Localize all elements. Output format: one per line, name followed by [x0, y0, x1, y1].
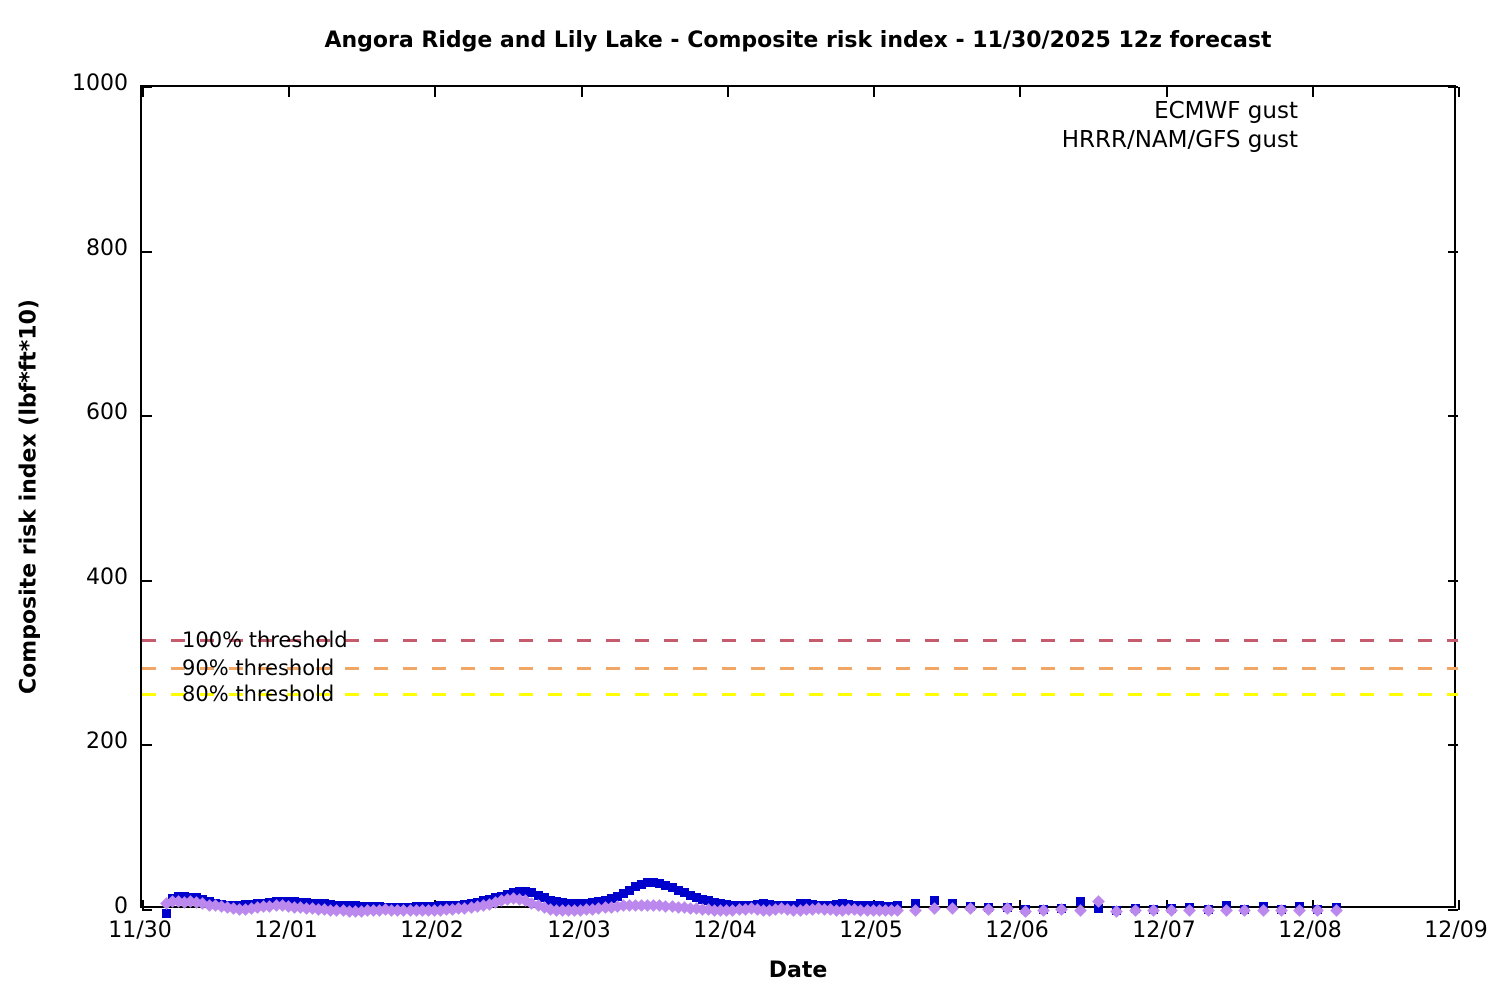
y-tick-label: 200: [86, 729, 128, 754]
y-tick-label: 800: [86, 236, 128, 261]
threshold-label: 90% threshold: [182, 656, 335, 681]
tick-mark: [434, 87, 436, 97]
data-point-ecmwf: [557, 898, 567, 908]
data-point-ecmwf: [673, 885, 683, 895]
data-point-ecmwf: [539, 893, 549, 903]
data-point-ecmwf: [161, 908, 171, 918]
data-point-ecmwf: [637, 879, 647, 889]
data-point-ecmwf: [710, 898, 720, 908]
data-point-ecmwf: [929, 895, 939, 905]
data-point-ecmwf: [911, 898, 921, 908]
y-tick-label: 400: [86, 565, 128, 590]
tick-mark: [142, 909, 152, 911]
tick-mark: [1166, 900, 1168, 910]
x-tick-label: 12/06: [985, 918, 1049, 943]
data-point-ecmwf: [1075, 897, 1085, 907]
data-point-ecmwf: [716, 898, 726, 908]
x-tick-label: 12/01: [254, 918, 318, 943]
tick-mark: [1019, 900, 1021, 910]
data-point-ecmwf: [576, 898, 586, 908]
legend-label-ecmwf: ECMWF gust: [1154, 98, 1298, 124]
data-point-ecmwf: [594, 897, 604, 907]
data-point-ecmwf: [661, 880, 671, 890]
x-tick-label: 12/09: [1424, 918, 1488, 943]
data-point-ecmwf: [649, 878, 659, 888]
threshold-label: 80% threshold: [182, 682, 335, 707]
data-point-ecmwf: [631, 882, 640, 892]
tick-mark: [1448, 580, 1458, 582]
data-point-ecmwf: [570, 898, 580, 908]
data-point-ecmwf: [691, 893, 701, 903]
data-point-ecmwf: [588, 898, 598, 908]
data-point-ecmwf: [515, 887, 525, 897]
data-point-ecmwf: [838, 898, 848, 908]
tick-mark: [1448, 86, 1458, 88]
tick-mark: [1019, 87, 1021, 97]
data-point-ecmwf: [655, 879, 665, 889]
data-point-ecmwf: [533, 890, 543, 900]
legend-entry-ecmwf: ECMWF gust: [142, 98, 1458, 128]
tick-mark: [1448, 744, 1458, 746]
data-point-ecmwf: [606, 893, 616, 903]
tick-mark: [142, 251, 152, 253]
data-point-ecmwf: [521, 887, 531, 897]
threshold-line-100pct: [142, 638, 1458, 642]
tick-mark: [142, 580, 152, 582]
tick-mark: [142, 744, 152, 746]
data-point-ecmwf: [600, 895, 610, 905]
tick-mark: [142, 415, 152, 417]
plot-area: 100% threshold 90% threshold 80% threshold…: [140, 85, 1460, 919]
x-tick-label: 12/08: [1278, 918, 1342, 943]
data-point-ecmwf: [618, 889, 628, 899]
tick-mark: [727, 87, 729, 97]
threshold-line-90pct: [142, 666, 1458, 670]
data-point-ecmwf: [667, 883, 677, 893]
x-tick-label: 12/05: [839, 918, 903, 943]
data-point-ecmwf: [795, 898, 805, 908]
tick-mark: [1312, 87, 1314, 97]
data-point-ecmwf: [643, 878, 653, 888]
y-axis-title: Composite risk index (lbf*ft*10): [16, 299, 42, 694]
tick-mark: [1448, 251, 1458, 253]
x-axis-title: Date: [768, 958, 828, 983]
data-point-ecmwf: [679, 888, 689, 898]
legend-entry-hrrr: HRRR/NAM/GFS gust: [142, 127, 1458, 157]
tick-mark: [581, 87, 583, 97]
y-tick-label: 600: [86, 400, 128, 425]
tick-mark: [288, 87, 290, 97]
tick-mark: [1448, 415, 1458, 417]
chart-title: Angora Ridge and Lily Lake - Composite r…: [324, 28, 1272, 53]
tick-mark: [142, 900, 144, 910]
x-tick-label: 12/03: [547, 918, 611, 943]
y-tick-label: 0: [114, 894, 128, 919]
data-point-ecmwf: [545, 895, 555, 905]
tick-mark: [1458, 87, 1460, 97]
data-point-ecmwf: [704, 896, 714, 906]
threshold-line-80pct: [142, 692, 1458, 696]
data-point-ecmwf: [563, 898, 573, 908]
y-tick-label: 1000: [72, 71, 128, 96]
x-tick-label: 12/07: [1132, 918, 1196, 943]
threshold-label: 100% threshold: [182, 628, 348, 653]
tick-mark: [873, 87, 875, 97]
data-point-ecmwf: [551, 897, 561, 907]
tick-mark: [1458, 900, 1460, 910]
tick-mark: [1166, 87, 1168, 97]
data-point-ecmwf: [612, 891, 622, 901]
tick-mark: [1448, 909, 1458, 911]
data-point-ecmwf: [1094, 903, 1104, 913]
data-point-ecmwf: [624, 885, 634, 895]
tick-mark: [1312, 900, 1314, 910]
data-point-ecmwf: [527, 888, 537, 898]
x-tick-label: 11/30: [108, 918, 172, 943]
tick-mark: [142, 86, 152, 88]
legend-label-hrrr: HRRR/NAM/GFS gust: [1061, 127, 1298, 153]
tick-mark: [142, 87, 144, 97]
x-tick-label: 12/04: [693, 918, 757, 943]
x-tick-label: 12/02: [400, 918, 464, 943]
data-point-ecmwf: [698, 894, 708, 904]
data-point-ecmwf: [685, 890, 695, 900]
data-point-ecmwf: [758, 898, 768, 908]
